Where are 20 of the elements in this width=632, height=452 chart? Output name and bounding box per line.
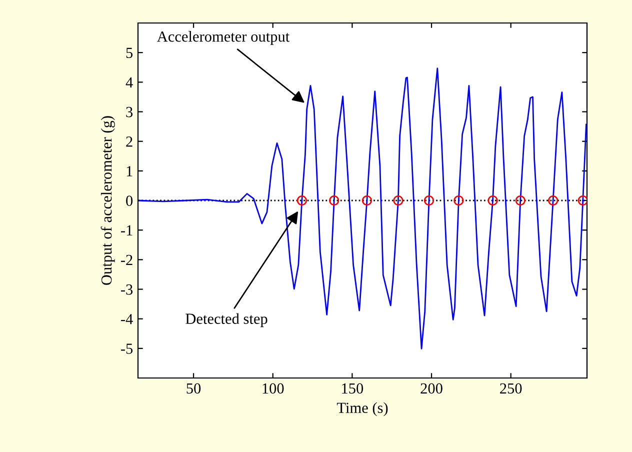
y-tick-label: 0	[126, 196, 133, 206]
y-tick-label: -1	[120, 225, 132, 236]
y-tick-label: -5	[120, 344, 133, 354]
annotation: Accelerometer output	[157, 30, 290, 45]
x-tick-label: 100	[262, 383, 284, 394]
y-tick-label: 4	[126, 77, 133, 88]
y-tick-label: 2	[126, 136, 132, 147]
y-tick-label: 1	[126, 166, 132, 176]
y-tick-label: 5	[126, 48, 133, 58]
y-tick-label: -4	[120, 314, 133, 324]
x-tick-label: 250	[500, 383, 522, 394]
x-tick-label: 200	[420, 383, 442, 394]
x-tick-label: 150	[342, 383, 364, 394]
y-tick-label: 3	[126, 106, 133, 118]
annotation: Detected step	[186, 313, 268, 328]
x-tick-label: 50	[186, 383, 201, 394]
y-tick-label: -3	[120, 284, 133, 295]
y-tick-label: -2	[120, 254, 132, 265]
x-axis-title: Time (s)	[336, 402, 388, 416]
y-axis-title: Output of accelerometer (g)	[100, 116, 115, 285]
